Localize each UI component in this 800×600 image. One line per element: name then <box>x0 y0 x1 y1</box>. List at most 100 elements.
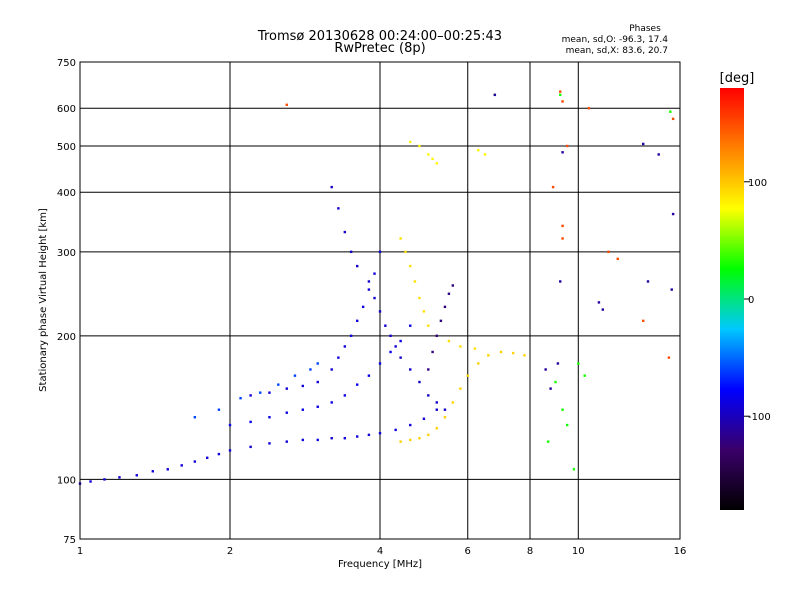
echo-point <box>355 319 359 323</box>
echo-point <box>309 368 312 371</box>
echo-point <box>285 103 288 107</box>
colorbar-tick-label: -100 <box>748 412 771 423</box>
echo-point <box>487 354 490 357</box>
echo-point <box>409 264 412 268</box>
echo-point <box>561 237 564 240</box>
echo-point <box>343 437 347 440</box>
echo-point <box>642 319 645 323</box>
echo-point <box>349 250 353 254</box>
echo-point <box>473 347 477 350</box>
echo-point <box>427 394 430 397</box>
echo-point <box>373 296 376 300</box>
echo-point <box>477 148 480 152</box>
y-tick-label: 300 <box>57 248 76 259</box>
echo-point <box>427 368 430 371</box>
echo-point <box>565 144 569 148</box>
echo-point <box>330 368 333 371</box>
echo-point <box>409 438 412 442</box>
echo-point <box>285 411 288 414</box>
y-tick-label: 500 <box>57 142 76 153</box>
echo-point <box>435 334 438 338</box>
echo-point <box>546 440 550 443</box>
echo-point <box>118 476 121 479</box>
echo-point <box>466 374 469 377</box>
echo-point <box>399 339 402 343</box>
echo-point <box>378 250 382 254</box>
echo-point <box>394 428 397 432</box>
y-tick-label: 100 <box>57 475 76 486</box>
echo-point <box>259 391 262 394</box>
echo-point <box>193 460 197 463</box>
echo-point <box>205 456 209 459</box>
echo-point <box>556 362 560 365</box>
echo-point <box>459 387 462 390</box>
echo-point <box>559 93 562 97</box>
echo-point <box>228 423 232 427</box>
echo-point <box>601 308 605 311</box>
echo-point <box>587 107 591 110</box>
stats-line-o: mean, sd,O: -96.3, 17.4 <box>562 35 669 45</box>
echo-point <box>499 350 503 354</box>
echo-point <box>561 224 564 228</box>
echo-point <box>330 437 333 440</box>
echo-point <box>249 445 252 449</box>
echo-point <box>439 319 443 323</box>
echo-point <box>277 383 280 386</box>
echo-point <box>228 449 232 452</box>
echo-point <box>493 93 497 97</box>
echo-point <box>285 387 288 390</box>
echo-point <box>180 464 183 467</box>
echo-point <box>355 264 359 268</box>
echo-point <box>435 401 438 404</box>
echo-point <box>239 396 242 400</box>
echo-point <box>217 452 221 456</box>
echo-point <box>559 280 562 283</box>
echo-point <box>285 440 288 443</box>
echo-point <box>671 117 675 121</box>
echo-point <box>418 437 421 440</box>
echo-point <box>316 438 319 442</box>
echo-point <box>431 157 434 161</box>
echo-point <box>447 292 451 295</box>
y-tick-label: 200 <box>57 332 76 343</box>
echo-point <box>316 362 319 365</box>
echo-point <box>355 383 359 386</box>
stats-line-x: mean, sd,X: 83.6, 20.7 <box>566 46 668 56</box>
echo-point <box>443 305 447 309</box>
echo-point <box>422 310 426 313</box>
echo-point <box>561 408 564 411</box>
echo-point <box>451 284 455 287</box>
echo-point <box>193 416 197 419</box>
echo-point <box>544 368 547 371</box>
colorbar-tick-label: 0 <box>748 295 754 306</box>
echo-point <box>616 257 619 261</box>
echo-point <box>355 435 359 438</box>
echo-point <box>559 90 562 93</box>
x-tick-label: 10 <box>572 546 585 557</box>
echo-point <box>642 142 645 146</box>
x-tick-label: 4 <box>377 546 383 557</box>
echo-point <box>268 391 271 394</box>
x-tick-label: 6 <box>465 546 471 557</box>
echo-point <box>607 250 610 254</box>
echo-point <box>293 374 297 377</box>
colorbar-tick-label: 100 <box>748 178 767 189</box>
echo-point <box>373 272 376 275</box>
echo-point <box>667 356 671 359</box>
colorbar-ticks: 100 0 -100 <box>744 178 771 423</box>
echo-point <box>268 416 271 419</box>
echo-point <box>316 405 319 408</box>
echo-point <box>389 334 392 338</box>
chart-title: Tromsø 20130628 00:24:00–00:25:43 <box>257 29 502 44</box>
echo-point <box>561 151 564 154</box>
echo-point <box>511 351 515 355</box>
echo-point <box>435 408 438 411</box>
echo-point <box>367 288 371 291</box>
echo-point <box>361 305 365 309</box>
echo-point <box>217 408 221 411</box>
x-tick-label: 1 <box>77 546 83 557</box>
echo-point <box>89 480 92 483</box>
echo-point <box>301 384 305 388</box>
echo-point <box>409 324 412 327</box>
x-axis-label: Frequency [MHz] <box>338 559 422 570</box>
